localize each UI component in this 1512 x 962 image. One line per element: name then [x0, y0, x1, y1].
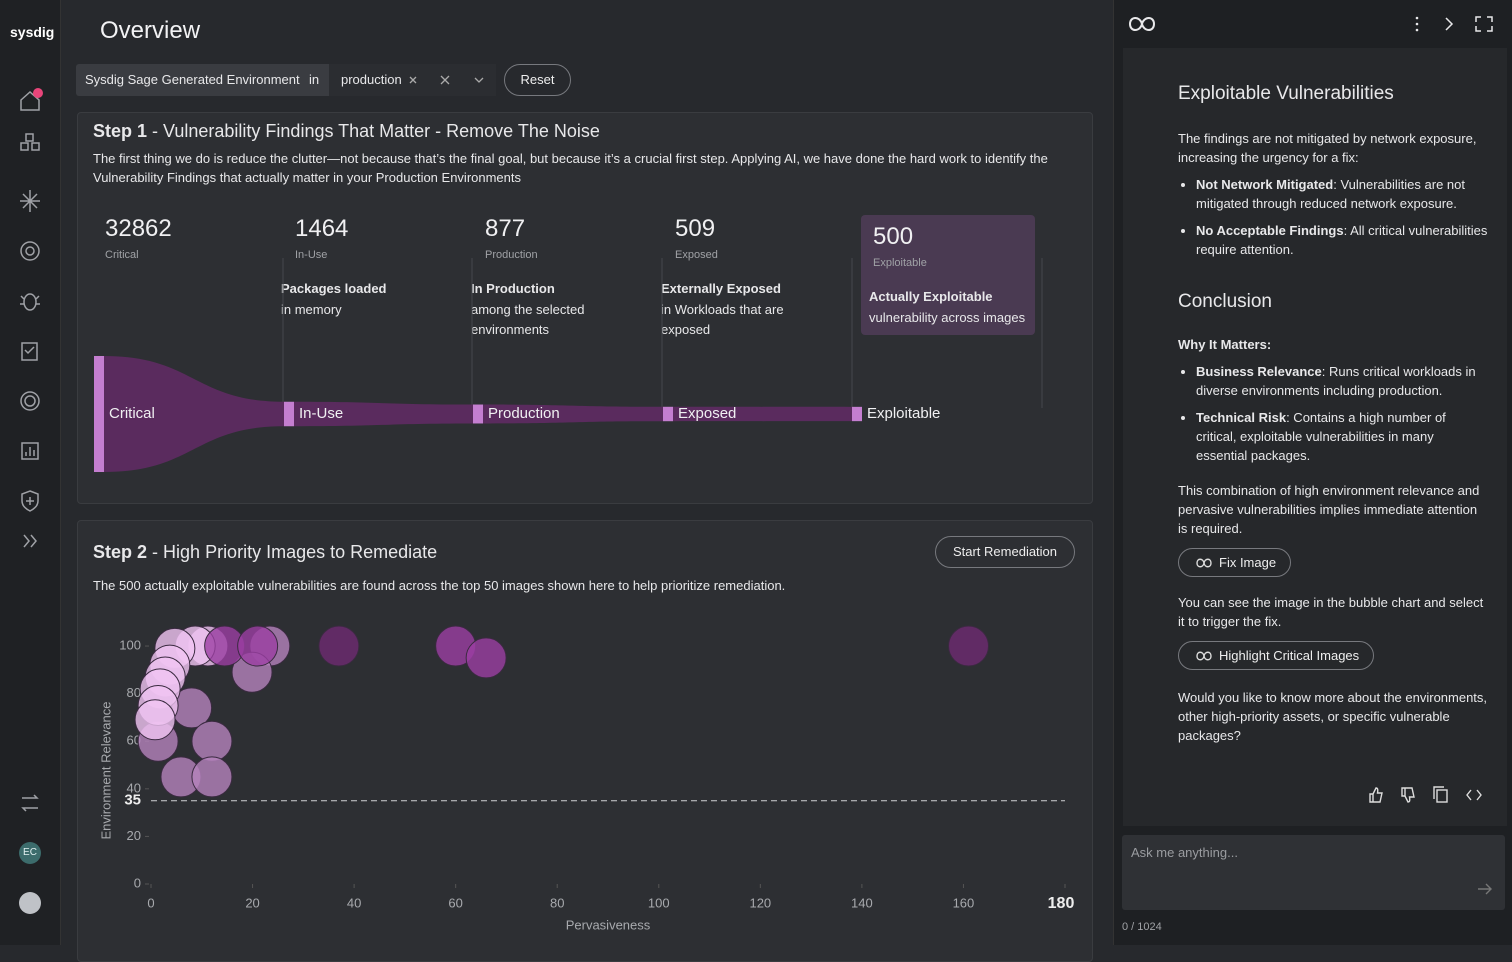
input-placeholder: Ask me anything... [1131, 845, 1238, 860]
assistant-toolbar [1129, 16, 1493, 32]
chat-input[interactable]: Ask me anything... [1122, 835, 1505, 910]
bullet-term: Not Network Mitigated [1196, 177, 1334, 192]
page-title: Overview [100, 17, 201, 44]
menu-icon[interactable] [1415, 16, 1419, 32]
switch-icon[interactable] [21, 794, 39, 812]
stage-label: Exploitable [873, 257, 927, 269]
policies-icon[interactable] [21, 490, 39, 512]
step1-step: Step 1 [93, 121, 148, 141]
stage-text: among the selected environments [471, 302, 585, 337]
step2-step: Step 2 [93, 542, 148, 562]
step2-card [77, 520, 1093, 962]
highlight-button[interactable]: Highlight Critical Images [1178, 641, 1375, 670]
home-icon[interactable] [20, 90, 40, 111]
reset-button[interactable]: Reset [504, 64, 571, 96]
stage-heading: Externally Exposed [661, 281, 781, 296]
question: Would you like to know more about the en… [1178, 690, 1488, 743]
bullet-term: No Acceptable Findings [1196, 223, 1344, 238]
assistant-message [1123, 48, 1507, 826]
fix-image-button[interactable]: Fix Image [1178, 548, 1292, 577]
step1-heading: Step 1 - Vulnerability Findings That Mat… [93, 121, 600, 142]
conclusion-heading: Conclusion [1178, 291, 1272, 312]
posture-icon[interactable] [20, 241, 40, 261]
assistant-panel: Exploitable Vulnerabilities The findings… [1113, 0, 1512, 945]
step2-description: The 500 actually exploitable vulnerabili… [93, 578, 786, 593]
stage-heading: Packages loaded [281, 281, 387, 296]
step2-title: - High Priority Images to Remediate [152, 542, 438, 562]
collapse-icon[interactable] [1445, 17, 1454, 31]
message-title: Exploitable Vulnerabilities [1178, 83, 1394, 104]
filter-bar[interactable]: Sysdig Sage Generated Environment in pro… [76, 64, 496, 96]
bullet: No Acceptable Findings: All critical vul… [1196, 221, 1488, 259]
stage-count: 32862 [105, 215, 172, 242]
integrations-icon[interactable] [20, 190, 40, 212]
filter-value[interactable]: production [341, 72, 402, 87]
stage-label: Production [485, 249, 538, 261]
code-icon[interactable] [1466, 789, 1482, 801]
intro: The findings are not mitigated by networ… [1178, 131, 1477, 165]
feedback-icons [1369, 786, 1482, 803]
copy-icon[interactable] [1436, 789, 1448, 803]
avatar[interactable]: EC [19, 842, 41, 864]
step1-description: The first thing we do is reduce the clut… [93, 151, 1048, 185]
bullet-text: : Vulnerabilities are not mitigated thro… [1196, 177, 1465, 211]
stage-count: 509 [675, 215, 716, 242]
expand-icon[interactable] [23, 534, 37, 548]
bullet: Not Network Mitigated: Vulnerabilities a… [1196, 175, 1488, 213]
sidebar: sysdig EC [0, 0, 61, 945]
summary: This combination of high environment rel… [1178, 483, 1480, 536]
threats-icon[interactable] [23, 293, 37, 311]
stage-text: in Workloads that are exposed [661, 302, 784, 337]
stage-count: 500 [873, 223, 914, 250]
thumbs-up[interactable] [1369, 787, 1383, 803]
bullet-term: Technical Risk [1196, 410, 1287, 425]
bullet-text: : Runs critical workloads in diverse env… [1196, 364, 1476, 398]
stage-label: In-Use [295, 249, 328, 261]
dashboards-icon[interactable] [21, 442, 39, 460]
fix-image-label: Fix Image [1219, 555, 1277, 570]
send-icon[interactable] [1477, 882, 1493, 896]
why-heading: Why It Matters: [1178, 337, 1272, 352]
findings-list: Not Network Mitigated: Vulnerabilities a… [1178, 175, 1488, 259]
bullet: Technical Risk: Contains a high number o… [1196, 408, 1488, 465]
filter-controls[interactable] [406, 75, 496, 85]
step2-heading: Step 2 - High Priority Images to Remedia… [93, 542, 437, 563]
compliance-icon[interactable] [20, 391, 40, 411]
step1-title: - Vulnerability Findings That Matter - R… [152, 121, 600, 141]
stage-text: vulnerability across images [869, 310, 1026, 325]
thumbs-down[interactable] [1401, 787, 1415, 803]
notification-dot [33, 88, 43, 98]
assistant-content: Exploitable Vulnerabilities The findings… [1178, 83, 1488, 745]
char-counter: 0 / 1024 [1122, 921, 1162, 933]
bubble-hint: You can see the image in the bubble char… [1178, 595, 1484, 629]
stage-heading: In Production [471, 281, 555, 296]
highlight-label: Highlight Critical Images [1219, 648, 1360, 663]
why-list: Business Relevance: Runs critical worklo… [1178, 362, 1488, 465]
reports-icon[interactable] [21, 342, 38, 361]
stage-label: Critical [105, 249, 139, 261]
stage-count: 877 [485, 215, 526, 242]
logo[interactable]: sysdig [10, 24, 55, 40]
bullet-term: Business Relevance [1196, 364, 1322, 379]
start-remediation-button[interactable]: Start Remediation [935, 536, 1075, 568]
bullet: Business Relevance: Runs critical worklo… [1196, 362, 1488, 400]
inventory-icon[interactable] [20, 142, 29, 151]
stage-count: 1464 [295, 215, 349, 242]
stage-text: in memory [281, 302, 342, 317]
stage-label: Exposed [675, 249, 718, 261]
sage-logo [1129, 17, 1156, 31]
filter-operator: in [309, 72, 320, 87]
exploitable-highlight [861, 215, 1035, 335]
filter-field: Sysdig Sage Generated Environment [85, 72, 300, 87]
stage-heading: Actually Exploitable [869, 289, 993, 304]
bullet-text: : Contains a high number of critical, ex… [1196, 410, 1446, 463]
bullet-text: : All critical vulnerabilities require a… [1196, 223, 1488, 257]
support-icon[interactable] [19, 892, 41, 914]
nav-icons [20, 88, 43, 812]
fullscreen-icon[interactable] [1475, 16, 1493, 32]
